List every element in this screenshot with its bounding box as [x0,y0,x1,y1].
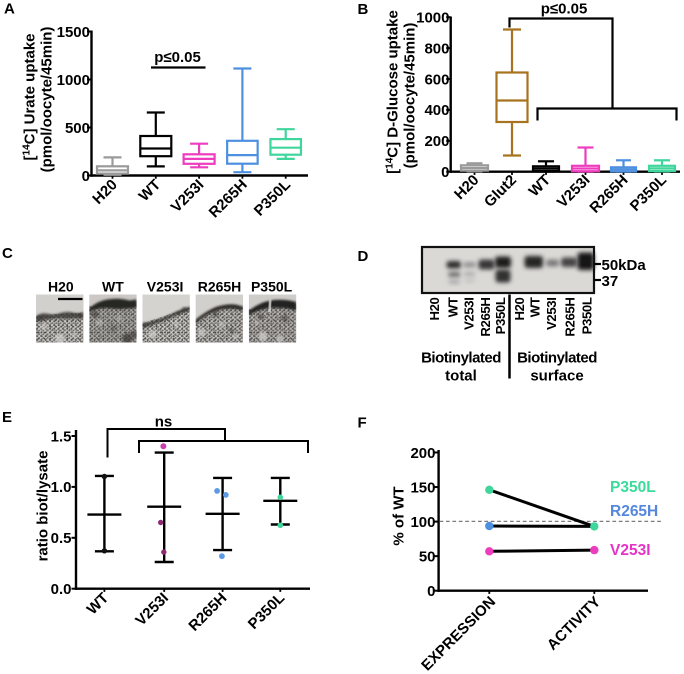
svg-text:1500: 1500 [57,24,90,41]
svg-text:[14C] Urate uptake: [14C] Urate uptake [22,34,39,161]
svg-text:1.5: 1.5 [51,428,72,445]
svg-text:200: 200 [410,445,435,462]
svg-text:1000: 1000 [57,72,90,89]
svg-text:0.0: 0.0 [51,581,72,598]
svg-text:P350L: P350L [493,297,508,334]
svg-text:(pmol/oocyte/45min): (pmol/oocyte/45min) [402,23,419,169]
svg-text:A: A [4,1,15,18]
svg-text:EXPRESSION: EXPRESSION [418,593,499,674]
svg-text:400: 400 [424,102,449,119]
svg-text:[14C] D-Glucose uptake: [14C] D-Glucose uptake [385,10,402,174]
svg-text:50: 50 [419,548,436,565]
svg-text:P350L: P350L [610,479,656,496]
svg-text:E: E [2,409,12,426]
svg-text:p≤0.05: p≤0.05 [541,1,588,18]
svg-text:150: 150 [410,479,435,496]
svg-text:C: C [2,245,13,262]
svg-text:V253I: V253I [168,176,208,216]
svg-text:Glut2: Glut2 [481,172,520,211]
svg-text:V253I: V253I [544,298,559,330]
svg-text:0.5: 0.5 [51,530,72,547]
svg-text:(pmol/oocyte/45min): (pmol/oocyte/45min) [39,27,56,173]
svg-text:V253I: V253I [461,298,476,330]
svg-text:WT: WT [445,297,460,317]
svg-text:WT: WT [136,176,165,205]
svg-text:V253I: V253I [610,542,651,559]
svg-text:H20: H20 [89,176,120,207]
svg-text:600: 600 [424,71,449,88]
svg-text:50kDa: 50kDa [602,257,647,274]
svg-text:ratio biot/lysate: ratio biot/lysate [35,451,52,562]
svg-text:200: 200 [424,133,449,150]
svg-text:100: 100 [410,514,435,531]
svg-text:ACTIVITY: ACTIVITY [544,593,604,653]
svg-text:R265H: R265H [478,298,493,337]
svg-text:0: 0 [82,168,90,185]
svg-text:P350L: P350L [627,172,670,215]
svg-text:R265H: R265H [563,298,578,337]
svg-text:0: 0 [441,164,449,181]
svg-text:1000: 1000 [416,10,449,27]
svg-text:WT: WT [526,172,555,201]
svg-text:P350L: P350L [580,297,595,334]
svg-text:H20: H20 [427,297,442,320]
svg-text:0: 0 [427,583,435,600]
svg-text:total: total [445,368,477,385]
svg-text:ns: ns [155,414,173,431]
svg-text:Biotinylated: Biotinylated [421,350,501,367]
svg-text:R265H: R265H [610,503,658,520]
svg-text:surface: surface [530,368,583,385]
svg-text:% of WT: % of WT [391,486,408,545]
svg-text:500: 500 [65,120,90,137]
svg-text:P350L: P350L [245,590,288,633]
svg-text:H20: H20 [451,172,482,203]
svg-text:WT: WT [102,279,124,295]
svg-text:H20: H20 [48,279,74,295]
svg-text:Biotinylated: Biotinylated [517,350,597,367]
svg-text:R265H: R265H [198,279,242,295]
svg-text:1.0: 1.0 [51,479,72,496]
svg-text:R265H: R265H [586,172,631,217]
svg-text:P350L: P350L [251,176,294,219]
svg-text:R265H: R265H [206,176,251,221]
svg-text:800: 800 [424,40,449,57]
svg-text:F: F [358,415,367,432]
svg-text:P350L: P350L [251,279,293,295]
svg-text:p≤0.05: p≤0.05 [154,49,201,66]
svg-text:37: 37 [602,273,619,290]
svg-text:WT: WT [84,590,113,619]
svg-text:R265H: R265H [185,590,230,635]
svg-text:B: B [358,1,369,18]
svg-text:V253I: V253I [132,590,172,630]
svg-text:V253I: V253I [147,279,184,295]
svg-text:D: D [358,248,369,265]
svg-text:H20: H20 [512,297,527,320]
svg-text:WT: WT [527,297,542,317]
